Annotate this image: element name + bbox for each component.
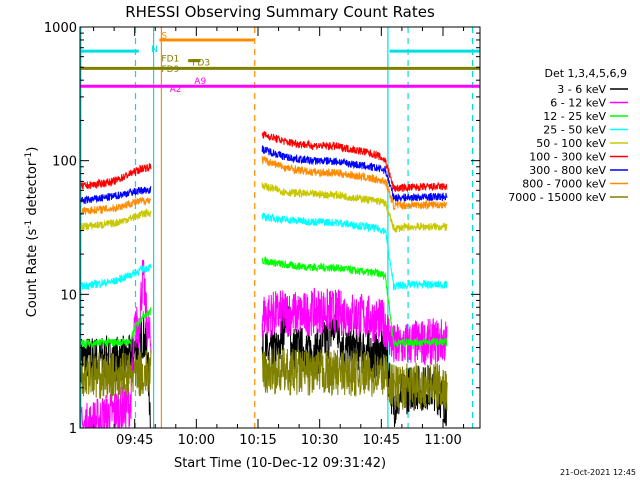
- series-line-7-segment-0: [80, 196, 152, 216]
- y-tick-label: 100: [52, 155, 77, 170]
- y-axis-label: Count Rate (s-1 detector-1): [24, 147, 40, 318]
- flag-label-fd3: FD3: [192, 59, 210, 69]
- legend-entry-label: 6 - 12 keV: [550, 97, 606, 110]
- series-line-2-segment-1: [261, 256, 448, 349]
- x-tick-label: 10:45: [363, 433, 400, 448]
- y-axis-label-sup2: -1: [24, 152, 34, 161]
- chart-title: RHESSI Observing Summary Count Rates: [125, 3, 435, 21]
- axes: 09:45 10:00 10:15 10:30 10:45 11:00 1 10 100 1000: [44, 21, 481, 448]
- x-tick-label: 09:45: [116, 433, 153, 448]
- series-line-5-segment-1: [261, 131, 448, 193]
- legend-title: Det 1,3,4,5,6,9: [544, 67, 627, 80]
- series-line-4-segment-1: [261, 182, 448, 234]
- series-line-6-segment-0: [80, 185, 152, 205]
- plot-frame: [79, 26, 481, 429]
- flag-label-fd1: FD1: [161, 55, 179, 65]
- footer-timestamp: 21-Oct-2021 12:45: [560, 468, 636, 477]
- legend-entry-label: 50 - 100 keV: [536, 137, 606, 150]
- y-axis-label-mid: detector: [25, 160, 40, 220]
- x-axis-label: Start Time (10-Dec-12 09:31:42): [174, 456, 386, 471]
- series-line-2-segment-0: [80, 306, 152, 349]
- legend-entry-label: 100 - 300 keV: [529, 151, 606, 164]
- series-line-8-segment-1: [261, 348, 448, 411]
- flag-label-n: N: [151, 45, 158, 55]
- y-axis-label-main: Count Rate (s: [25, 229, 40, 318]
- x-tick-label: 10:00: [178, 433, 215, 448]
- flag-label-fd9: FD9: [161, 65, 179, 75]
- series-line-3-segment-1: [261, 212, 448, 291]
- legend-entry-label: 12 - 25 keV: [543, 110, 606, 123]
- series-line-7-segment-1: [261, 155, 448, 211]
- series-line-5-segment-0: [80, 163, 152, 190]
- x-tick-label: 10:30: [301, 433, 338, 448]
- y-tick-label: 1: [69, 422, 77, 437]
- flag-label-a9: A9: [194, 77, 206, 87]
- series-line-8-segment-0: [80, 349, 152, 400]
- legend-entry-label: 7000 - 15000 keV: [508, 191, 606, 204]
- x-tick-label: 10:15: [239, 433, 276, 448]
- y-axis-label-sup1: -1: [24, 220, 34, 229]
- x-tick-label: 11:00: [424, 433, 461, 448]
- legend-entry-label: 25 - 50 keV: [543, 124, 606, 137]
- y-axis-label-end: ): [25, 147, 40, 152]
- flag-label-s: S: [161, 32, 167, 42]
- y-tick-label: 10: [60, 288, 77, 303]
- series-line-3-segment-0: [80, 263, 152, 291]
- legend-entry-label: 3 - 6 keV: [557, 83, 606, 96]
- legend-entry-label: 800 - 7000 keV: [522, 178, 606, 191]
- series-line-4-segment-0: [80, 207, 152, 231]
- series-line-6-segment-1: [261, 145, 448, 203]
- series-line-1-segment-1: [261, 287, 448, 366]
- flag-label-a2: A2: [170, 85, 182, 95]
- series-line-1-segment-0: [80, 259, 152, 428]
- y-tick-label: 1000: [44, 21, 77, 36]
- legend-entry-label: 300 - 800 keV: [529, 164, 606, 177]
